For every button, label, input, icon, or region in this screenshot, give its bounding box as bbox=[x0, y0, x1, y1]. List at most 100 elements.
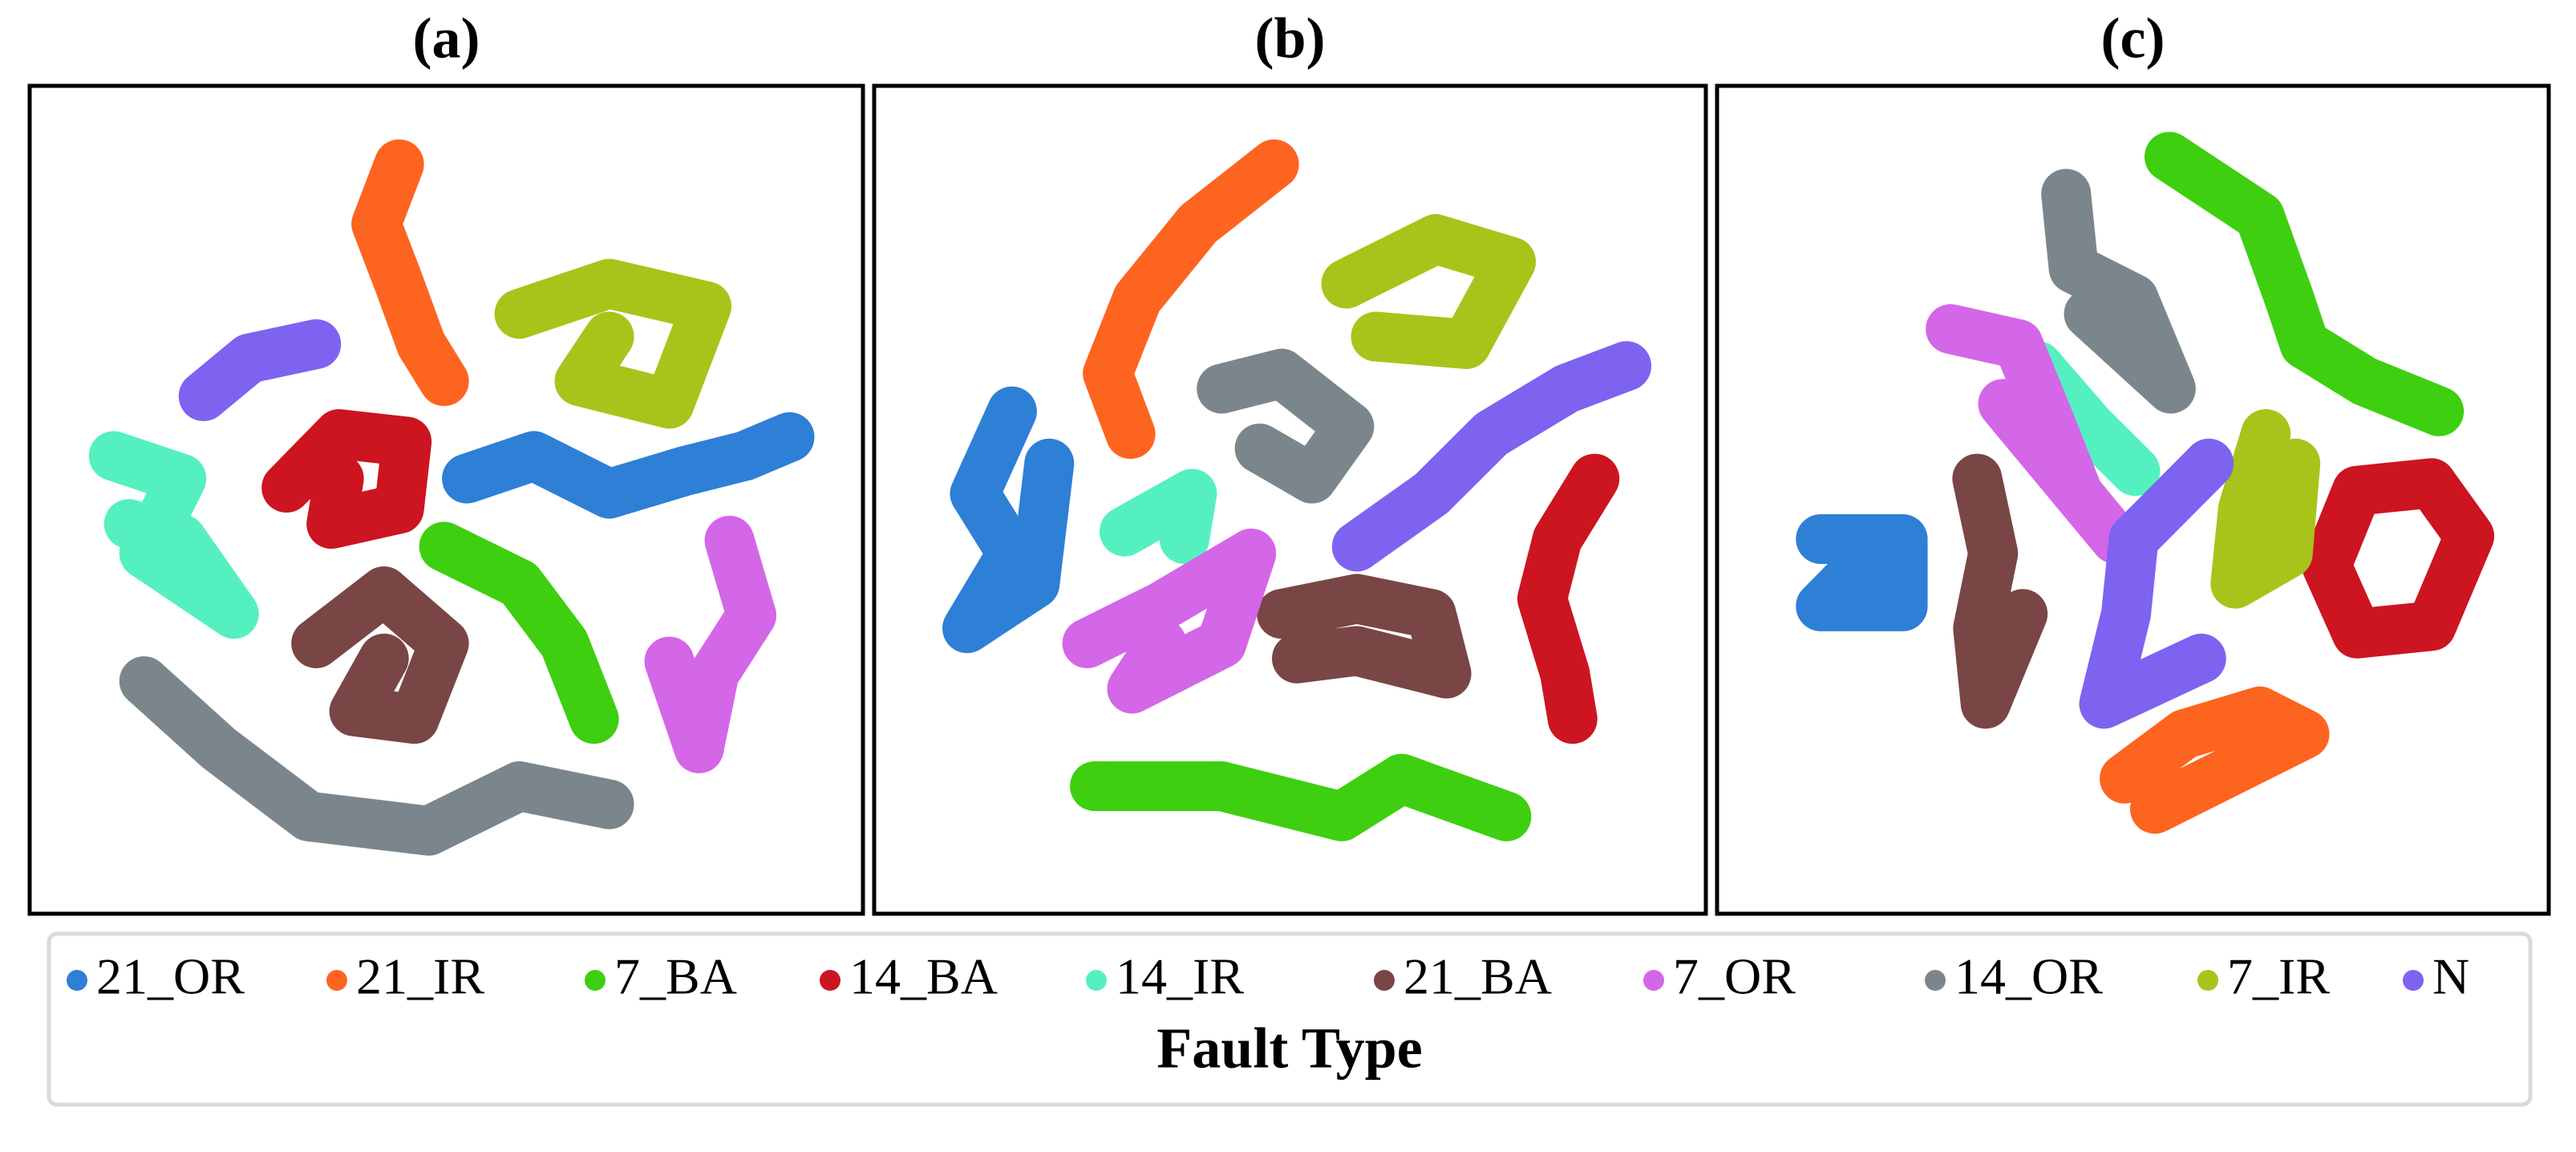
point bbox=[1999, 590, 2047, 639]
point bbox=[2049, 244, 2098, 293]
point bbox=[2242, 410, 2290, 459]
point bbox=[2185, 439, 2234, 488]
point bbox=[682, 282, 731, 331]
point bbox=[1332, 627, 1381, 675]
point bbox=[1422, 649, 1471, 698]
point bbox=[1979, 379, 2027, 428]
point bbox=[1377, 754, 1426, 803]
point bbox=[375, 485, 423, 533]
point bbox=[2054, 469, 2103, 518]
legend-label: 14_IR bbox=[1116, 948, 1244, 1005]
point bbox=[1961, 679, 2010, 728]
legend-label: 21_BA bbox=[1403, 948, 1552, 1005]
point bbox=[1412, 215, 1460, 264]
point bbox=[1533, 514, 1582, 563]
cluster bbox=[1070, 753, 1532, 842]
point bbox=[674, 724, 723, 773]
point bbox=[375, 259, 423, 308]
point bbox=[157, 454, 206, 503]
legend-label: 21_IR bbox=[356, 948, 484, 1005]
point bbox=[2080, 679, 2128, 728]
point bbox=[2332, 609, 2381, 658]
legend-label: 14_BA bbox=[849, 948, 998, 1005]
point bbox=[1100, 507, 1149, 556]
legend-label: 14_OR bbox=[1954, 948, 2103, 1005]
point bbox=[89, 432, 138, 481]
point bbox=[2146, 364, 2195, 413]
panel-title: (b) bbox=[1255, 6, 1326, 71]
point bbox=[419, 619, 468, 667]
point bbox=[1160, 514, 1209, 563]
point bbox=[2415, 387, 2464, 436]
point bbox=[2064, 290, 2113, 339]
point bbox=[1482, 792, 1531, 841]
point bbox=[2445, 512, 2494, 561]
point bbox=[2130, 785, 2179, 834]
legend-title: Fault Type bbox=[1156, 1016, 1422, 1081]
point bbox=[419, 357, 468, 406]
panel: (b) bbox=[872, 6, 1708, 916]
point bbox=[404, 806, 453, 855]
point bbox=[419, 522, 468, 571]
point bbox=[2302, 541, 2351, 590]
point bbox=[540, 619, 589, 667]
point bbox=[314, 454, 363, 503]
point bbox=[690, 649, 739, 698]
point bbox=[119, 657, 168, 706]
point bbox=[292, 319, 341, 368]
point bbox=[1351, 312, 1400, 361]
point bbox=[1317, 792, 1366, 841]
point bbox=[1197, 619, 1246, 667]
point bbox=[1063, 619, 1112, 667]
point bbox=[2218, 485, 2267, 533]
point bbox=[1467, 410, 1516, 459]
point bbox=[1108, 664, 1156, 713]
point bbox=[1878, 582, 1927, 631]
point bbox=[2101, 590, 2150, 639]
point bbox=[495, 290, 544, 339]
legend-marker bbox=[326, 970, 347, 991]
point bbox=[720, 432, 769, 481]
point bbox=[950, 469, 999, 518]
point bbox=[2271, 439, 2320, 488]
point bbox=[359, 634, 408, 683]
point bbox=[194, 724, 243, 773]
legend-label: 7_OR bbox=[1673, 948, 1796, 1005]
point bbox=[397, 319, 446, 368]
point bbox=[359, 566, 408, 615]
panel-title: (a) bbox=[413, 6, 480, 71]
point bbox=[307, 500, 356, 549]
point bbox=[104, 500, 153, 549]
panel-title: (c) bbox=[2101, 6, 2165, 71]
point bbox=[2332, 466, 2381, 515]
point bbox=[1953, 454, 2002, 503]
legend-label: 21_OR bbox=[96, 948, 245, 1005]
point bbox=[1258, 349, 1306, 398]
point bbox=[225, 334, 273, 383]
point bbox=[1322, 259, 1371, 308]
point bbox=[2280, 710, 2329, 759]
point bbox=[943, 604, 992, 653]
point bbox=[1325, 402, 1374, 451]
point bbox=[1548, 695, 1597, 744]
point bbox=[645, 637, 694, 686]
point bbox=[509, 432, 558, 481]
point bbox=[1197, 364, 1246, 413]
point bbox=[2407, 602, 2456, 651]
point bbox=[765, 412, 814, 461]
legend-label: 7_BA bbox=[614, 948, 737, 1005]
legend-marker bbox=[67, 970, 87, 991]
point bbox=[2100, 754, 2149, 803]
point bbox=[1168, 469, 1217, 518]
point bbox=[1258, 590, 1306, 639]
point bbox=[585, 312, 634, 361]
point bbox=[1011, 559, 1059, 608]
point bbox=[2024, 395, 2073, 444]
point bbox=[375, 140, 423, 189]
point bbox=[443, 454, 492, 503]
point bbox=[585, 780, 634, 829]
point bbox=[1197, 762, 1246, 811]
point bbox=[1442, 319, 1491, 368]
point bbox=[987, 387, 1036, 436]
